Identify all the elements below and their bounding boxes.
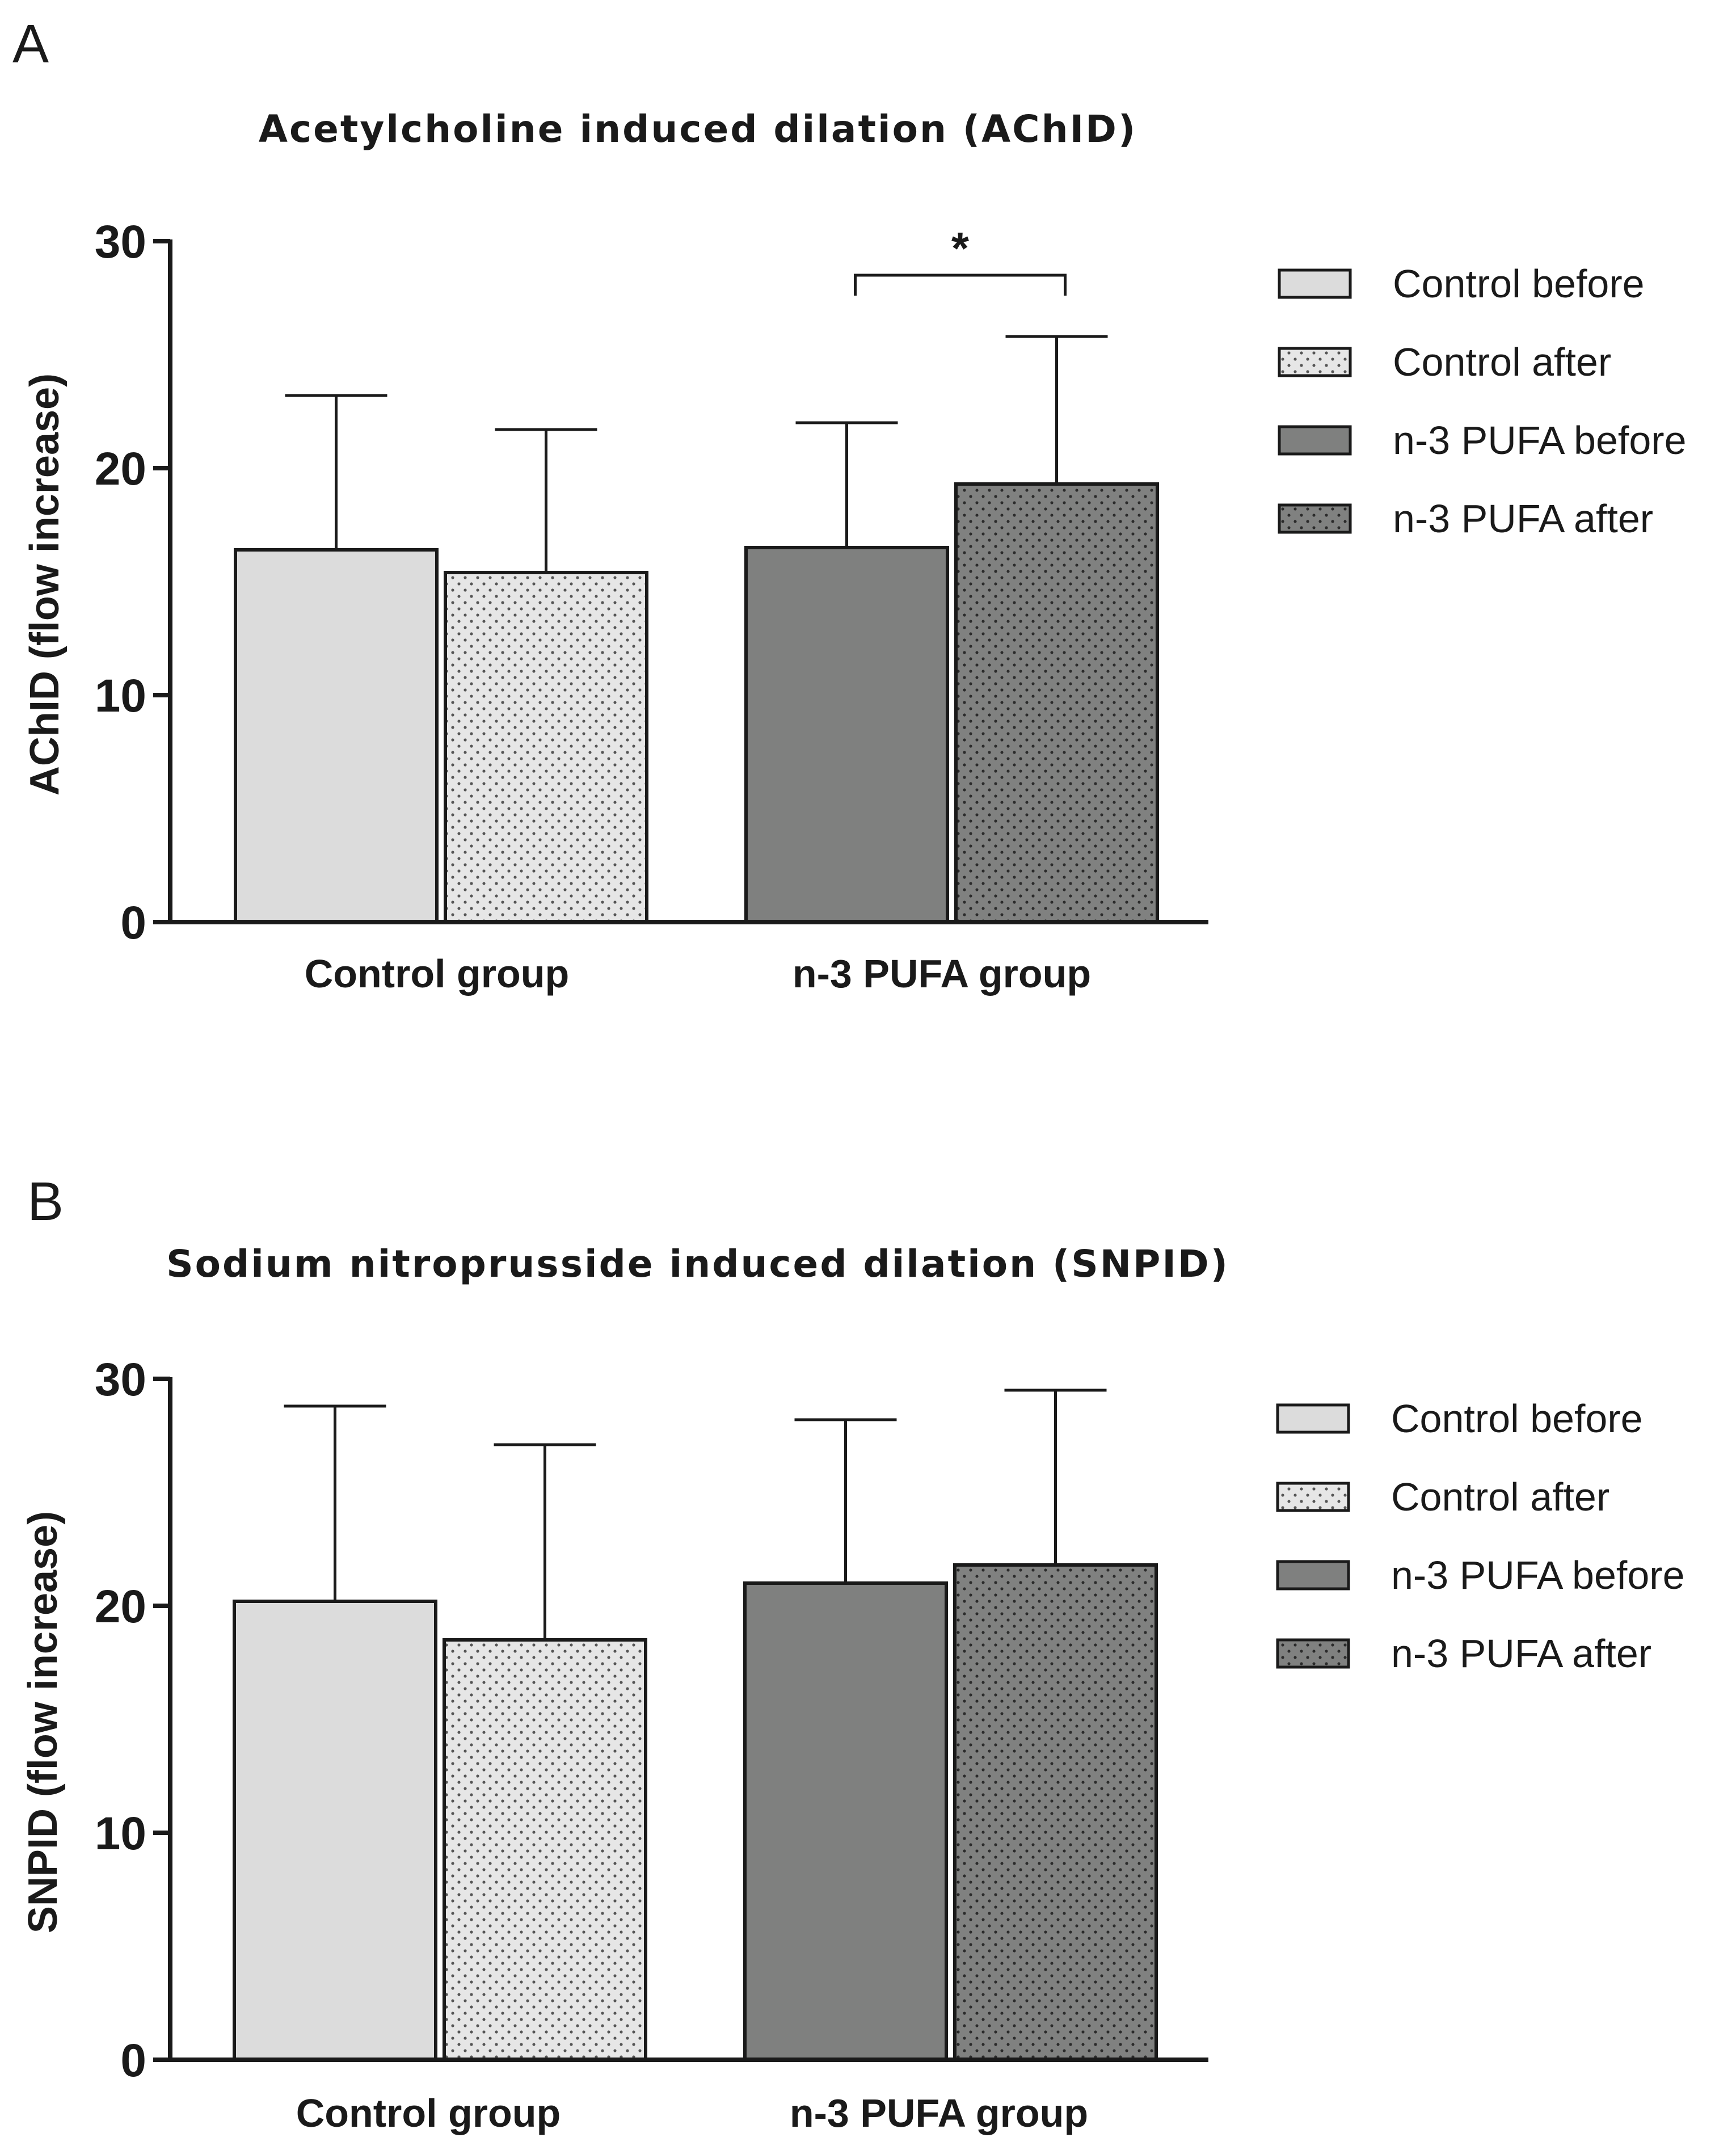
panel-a-legend-label-control-before: Control before [1393,262,1645,306]
panel-b-legend-label-control-after: Control after [1391,1475,1609,1519]
panel-b-legend-swatch-control-before [1276,1403,1350,1434]
panel-b-title: Sodium nitroprusside induced dilation (S… [166,1242,1229,1286]
panel-b-legend: Control before Control after n-3 PUFA befo… [1276,1396,1685,1676]
panel-a-legend-swatch-control-after [1278,347,1352,377]
panel-a-x-category-label: n-3 PUFA group [793,952,1091,996]
panel-a-letter: A [12,14,49,74]
panel-b-bar-control-after [443,1638,647,2061]
panel-a-significance-star: * [951,223,970,274]
panel-b-y-tick-label: 20 [95,1581,146,1633]
panel-b-legend-label-pufa-after: n-3 PUFA after [1391,1631,1651,1676]
panel-a-legend-label-pufa-before: n-3 PUFA before [1393,418,1687,462]
panel-a-legend: Control before Control after n-3 PUFA befo… [1278,262,1687,541]
panel-a-significance-bracket [854,274,1067,296]
panel-a: A Acetylcholine induced dilation (AChID)… [12,14,1687,996]
panel-b-legend-label-control-before: Control before [1391,1396,1643,1441]
panel-a-y-tick-label: 20 [95,443,146,495]
panel-a-legend-swatch-pufa-before [1278,425,1352,456]
panel-b-bar-control-before [233,1600,437,2061]
panel-b-x-category-label: n-3 PUFA group [790,2091,1088,2135]
panel-b: B Sodium nitroprusside induced dilation … [20,1171,1685,2135]
panel-a-legend-label-control-after: Control after [1393,340,1611,384]
panel-a-title: Acetylcholine induced dilation (AChID) [259,107,1137,151]
panel-b-legend-label-pufa-before: n-3 PUFA before [1391,1553,1685,1597]
panel-a-y-tick-label: 10 [95,670,146,722]
panel-b-letter: B [27,1171,64,1232]
panel-b-legend-swatch-pufa-after [1276,1638,1350,1669]
panel-a-bar-control-after [444,571,648,924]
panel-a-legend-swatch-control-before [1278,268,1352,299]
panel-b-x-category-label: Control group [296,2091,561,2135]
panel-a-legend-label-pufa-after: n-3 PUFA after [1393,497,1653,541]
panel-b-y-tick-label: 0 [120,2035,146,2086]
panel-a-bar-pufa-after [954,482,1159,924]
panel-b-bar-pufa-before [743,1581,948,2061]
panel-b-bar-pufa-after [953,1563,1158,2061]
panel-b-plot: 0 10 20 30 Control group n-3 PUFA group [95,1354,1208,2135]
panel-b-y-tick-label: 10 [95,1808,146,1859]
panel-a-y-tick-label: 0 [120,897,146,949]
panel-a-y-axis-label: AChID (flow increase) [22,373,68,796]
panel-a-x-category-label: Control group [305,952,570,996]
panel-a-bar-pufa-before [744,546,949,924]
panel-a-plot: 0 10 20 30 Control group n-3 PUFA group * [95,216,1208,996]
panel-b-y-tick-label: 30 [95,1354,146,1406]
panel-b-legend-swatch-control-after [1276,1482,1350,1512]
panel-b-legend-swatch-pufa-before [1276,1560,1350,1591]
panel-a-bar-control-before [234,548,439,924]
panel-a-legend-swatch-pufa-after [1278,503,1352,534]
panel-a-y-tick-label: 30 [95,216,146,268]
panel-b-y-axis-label: SNPID (flow increase) [20,1511,66,1933]
